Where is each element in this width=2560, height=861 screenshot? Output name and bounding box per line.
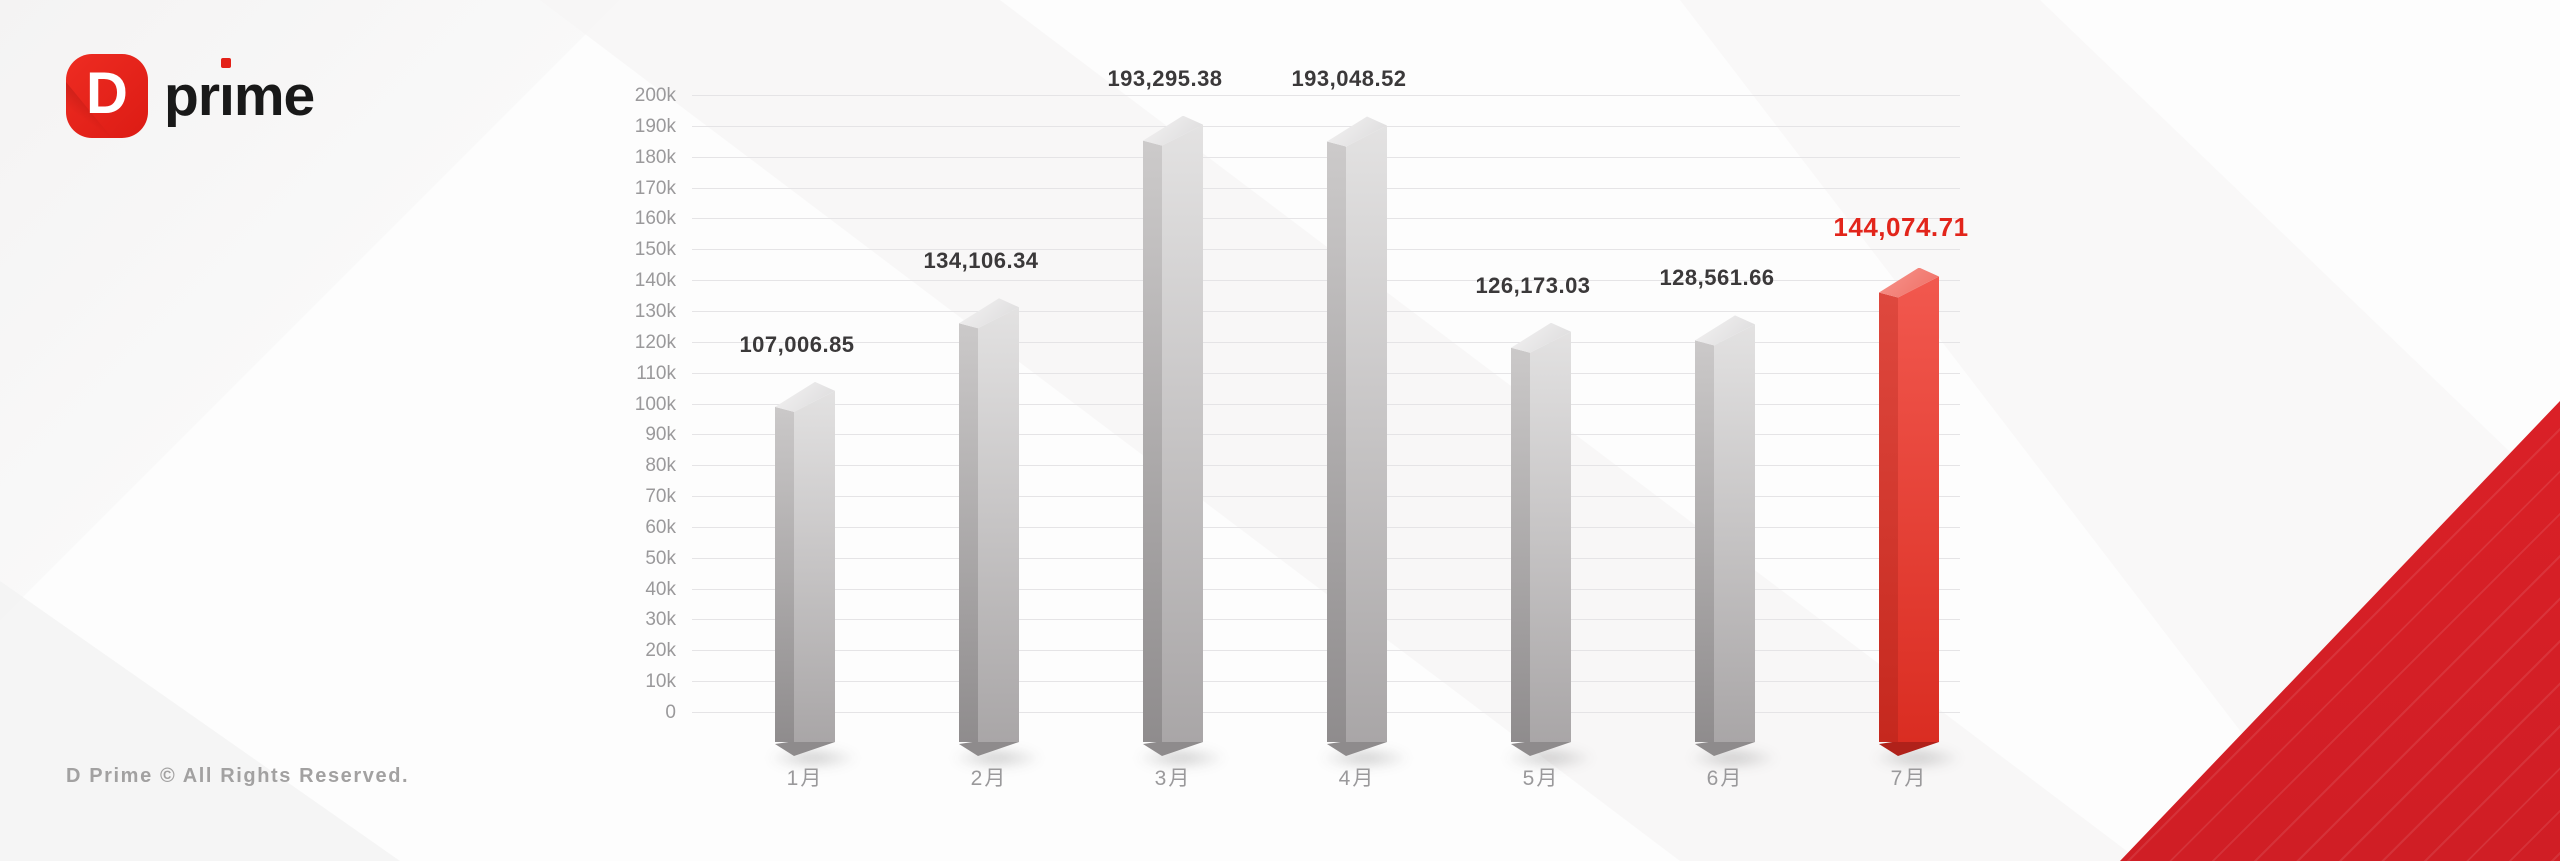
y-axis-tick-label: 20k [645, 640, 676, 662]
gridline [692, 434, 1960, 436]
y-axis-tick-label: 50k [645, 547, 676, 569]
bar-left-face [775, 406, 794, 742]
bar [767, 0, 859, 861]
gridline [692, 557, 1960, 559]
bar [951, 0, 1043, 861]
gridline [692, 372, 1960, 374]
bar [1503, 0, 1595, 861]
bar [1135, 0, 1227, 861]
y-axis-tick-label: 110k [636, 362, 676, 384]
gridline [692, 156, 1960, 158]
gridline [692, 712, 1960, 713]
logo: D pr ı me [66, 54, 315, 138]
logo-letter: D [86, 61, 128, 126]
y-axis-tick-label: 190k [634, 115, 676, 137]
bar-value-label: 107,006.85 [739, 331, 855, 357]
bar-right-face [978, 307, 1019, 742]
bar-value-label: 134,106.34 [923, 248, 1039, 274]
x-axis-label: 5月 [1522, 767, 1560, 790]
y-axis-tick-label: 150k [634, 239, 676, 261]
y-axis-tick-label: 70k [645, 486, 676, 508]
gridline [692, 310, 1960, 312]
bar-left-face [1327, 141, 1346, 742]
gridline [692, 619, 1960, 621]
y-axis-tick-label: 40k [645, 578, 676, 600]
bar [1319, 0, 1411, 861]
y-axis-tick-label: 130k [634, 300, 676, 322]
y-axis-tick-label: 160k [634, 208, 676, 230]
gridline [692, 526, 1960, 528]
y-axis-tick-label: 10k [645, 671, 676, 693]
bar-right-face [1346, 125, 1387, 742]
bar-left-face [1879, 292, 1898, 742]
y-axis-tick-label: 170k [634, 177, 676, 199]
x-axis-label: 7月 [1890, 767, 1928, 790]
bar-right-face [794, 390, 835, 742]
logo-d-icon: D [66, 54, 148, 138]
bar-right-face [1714, 324, 1755, 742]
gridline [692, 650, 1960, 652]
bar-value-label-highlighted: 144,074.71 [1833, 211, 1969, 242]
bar-right-face [1162, 124, 1203, 742]
gridline [692, 187, 1960, 189]
y-axis-tick-label: 30k [645, 609, 676, 631]
x-axis-label: 1月 [786, 767, 824, 790]
y-axis-tick-label: 200k [634, 85, 676, 106]
bar-value-label: 128,561.66 [1659, 265, 1775, 291]
copyright-text: D Prime © All Rights Reserved. [66, 765, 410, 787]
y-axis-tick-label: 0 [665, 702, 676, 723]
gridline [692, 681, 1960, 683]
x-axis-label: 2月 [970, 767, 1008, 790]
gridline [692, 465, 1960, 467]
x-axis-label: 3月 [1154, 767, 1192, 790]
x-axis-label: 4月 [1338, 767, 1376, 790]
y-axis-tick-label: 140k [634, 270, 676, 292]
gridline [692, 125, 1960, 127]
bar-right-face [1530, 331, 1571, 742]
bar-right-face [1898, 276, 1939, 742]
logo-wordmark: pr ı me [164, 57, 315, 128]
y-axis-tick-label: 90k [645, 424, 676, 446]
y-axis-tick-label: 100k [634, 393, 676, 415]
bar [1687, 0, 1779, 861]
x-axis-label: 6月 [1706, 767, 1744, 790]
bar-left-face [1143, 140, 1162, 742]
gridline [692, 496, 1960, 498]
gridline [692, 588, 1960, 590]
bar-july-highlighted [1871, 0, 1963, 861]
gridline [692, 95, 1960, 96]
bar-left-face [1511, 347, 1530, 742]
gridline [692, 403, 1960, 405]
bar-left-face [959, 323, 978, 742]
y-axis-tick-label: 80k [645, 455, 676, 477]
y-axis-tick-label: 180k [634, 146, 676, 168]
bar-value-label: 193,048.52 [1291, 66, 1407, 92]
bar-left-face [1695, 340, 1714, 742]
y-axis-tick-label: 60k [645, 516, 676, 538]
